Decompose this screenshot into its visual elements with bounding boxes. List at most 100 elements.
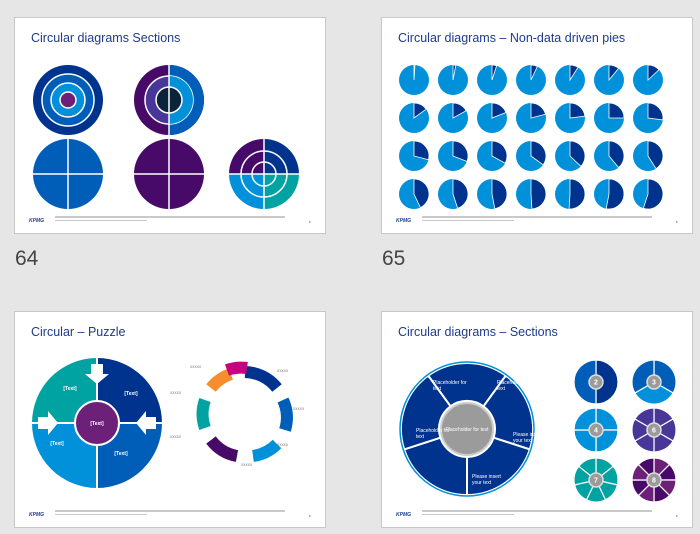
slide-number-65: 65 (382, 247, 406, 270)
section-segment (402, 436, 468, 497)
slide-thumbnail-65[interactable]: Circular diagrams – Non-data driven pies… (381, 17, 693, 234)
pie-chart (633, 64, 663, 95)
pie-chart (555, 140, 586, 171)
segment-label: Placeholder for text (433, 380, 467, 392)
kpmg-logo: KPMG (29, 218, 44, 224)
section-count-label: 4 (594, 428, 598, 435)
pie-slice (452, 102, 467, 119)
section-count-label: 2 (594, 380, 598, 387)
pie-slice (569, 140, 586, 167)
puzzle-diagram: [Text] [Text] [Text] [Text] [Text] xxxxx… (32, 358, 305, 488)
arrow-label: xxxxx (293, 406, 305, 411)
pie-slice (491, 140, 508, 164)
pie-chart (477, 140, 508, 171)
footer-disclaimer (422, 216, 652, 225)
page-marker: ● (675, 219, 678, 224)
pie-slice (608, 64, 620, 82)
puzzle-label-top-left: [Text] (63, 386, 77, 392)
pie-chart (516, 102, 547, 133)
pie-slice (647, 64, 660, 81)
pie-chart (594, 140, 625, 171)
slide-thumbnail-sections[interactable]: Circular diagrams – Sections Placeholder… (381, 311, 693, 528)
pie-chart (477, 64, 507, 95)
pie-chart (594, 178, 625, 210)
pie-chart (399, 64, 429, 95)
sectioned-circle: 3 (631, 359, 677, 405)
page-marker: ● (308, 219, 311, 224)
pie-slice (605, 178, 625, 210)
segment-label: Placeholder for text (497, 380, 531, 392)
puzzle-label-center: [Text] (90, 421, 104, 427)
pie-slice (452, 178, 469, 209)
section-segment (482, 374, 535, 451)
page-marker: ● (308, 513, 311, 518)
kpmg-logo: KPMG (396, 512, 411, 518)
pie-chart (555, 64, 585, 95)
sections-diagrams (33, 65, 299, 209)
slide-thumbnail-puzzle[interactable]: Circular – Puzzle [Text] [Text] [Text] [… (14, 311, 326, 528)
pie-slice (413, 178, 430, 209)
pie-slice (569, 64, 579, 82)
pie-slice (568, 178, 586, 210)
pie-slice (452, 140, 469, 163)
pie-slice (647, 140, 664, 170)
sectioned-circle: 7 (573, 457, 619, 503)
section-count-label: 6 (652, 428, 656, 435)
pie-chart (438, 178, 469, 209)
pie-chart (438, 102, 468, 133)
segment-label: Please insert your text (513, 432, 543, 444)
slide-thumbnail-64[interactable]: Circular diagrams Sections KPMG ● (14, 17, 326, 234)
pie-slice (608, 140, 625, 169)
kpmg-logo: KPMG (29, 512, 44, 518)
slide-title: Circular diagrams – Sections (398, 325, 558, 339)
page-marker: ● (675, 513, 678, 518)
pie-slice (642, 178, 664, 210)
pie-slice (530, 140, 547, 166)
sectioned-circle: 8 (631, 457, 677, 503)
arrow-label: xxxxx (190, 364, 202, 369)
pie-slice (491, 178, 508, 210)
pie-slice (413, 140, 430, 161)
slide-title: Circular diagrams – Non-data driven pies (398, 31, 626, 45)
footer-disclaimer (422, 510, 652, 519)
pie-chart (516, 140, 547, 171)
slide-title: Circular – Puzzle (31, 325, 126, 339)
pie-chart (516, 178, 547, 210)
pie-slice (491, 64, 498, 81)
section-segment (426, 362, 508, 408)
puzzle-label-bottom-left: [Text] (50, 441, 64, 447)
slide-number-64: 64 (15, 247, 39, 270)
arrow-label: xxxxx (241, 462, 253, 467)
pie-chart (477, 102, 507, 133)
pie-slice (530, 102, 547, 119)
pie-chart (555, 102, 586, 133)
puzzle-label-bottom-right: [Text] (114, 451, 128, 457)
segment-label: Please insert your text (472, 474, 502, 486)
pie-slice (413, 64, 416, 81)
pie-slice (491, 102, 507, 119)
sectioned-circle: 6 (631, 407, 677, 453)
pie-chart (594, 64, 624, 95)
pie-chart (399, 140, 430, 171)
pie-slice (608, 102, 625, 119)
sectioned-circle: 2 (573, 359, 619, 405)
pie-chart (594, 102, 625, 133)
slide-title: Circular diagrams Sections (31, 31, 181, 45)
segment-label: Placeholder for text (416, 428, 450, 440)
arrow-label: xxxxx (170, 434, 182, 439)
section-segment (399, 374, 452, 451)
pie-slice (530, 64, 538, 81)
pie-chart (477, 178, 508, 210)
puzzle-label-top-right: [Text] (124, 391, 138, 397)
arrow-label: xxxxx (170, 390, 182, 395)
pie-chart (516, 64, 546, 95)
pie-chart (633, 140, 664, 171)
section-count-label: 8 (652, 478, 656, 485)
sectioned-circle: 4 (573, 407, 619, 453)
pie-chart (633, 178, 664, 210)
arrow-label: xxxxx (277, 442, 289, 447)
pie-slice (413, 102, 427, 119)
pie-slice (530, 178, 547, 210)
section-count-label: 7 (594, 478, 598, 485)
